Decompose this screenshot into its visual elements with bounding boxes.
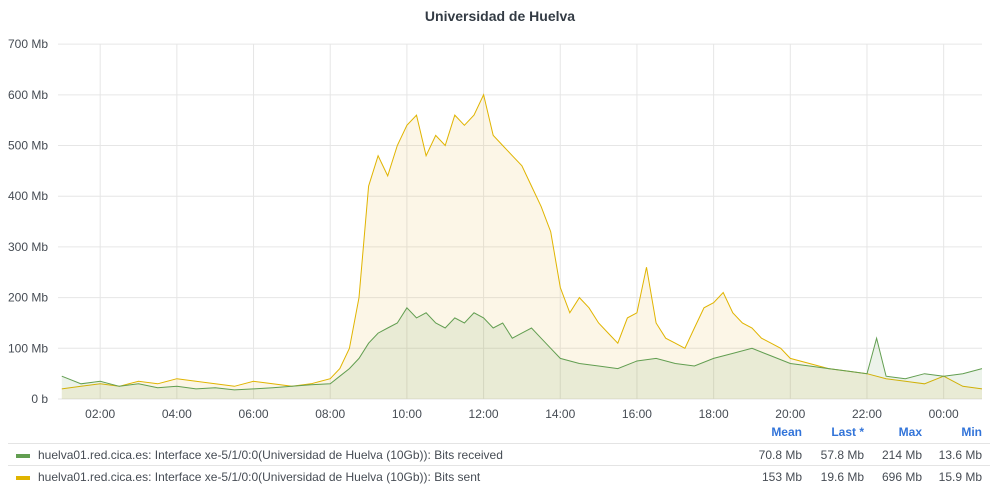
legend-swatch-received: [16, 454, 30, 458]
legend-series-name[interactable]: huelva01.red.cica.es: Interface xe-5/1/0…: [38, 470, 481, 484]
y-tick-label: 0 b: [31, 392, 48, 406]
x-tick-label: 14:00: [545, 407, 575, 420]
legend-mean-value: 70.8 Mb: [758, 448, 802, 462]
x-tick-label: 00:00: [929, 407, 959, 420]
chart-plot[interactable]: 0 b 100 Mb 200 Mb 300 Mb 400 Mb 500 Mb 600 Mb 7…: [0, 0, 1000, 420]
y-tick-label: 700 Mb: [8, 37, 48, 51]
legend-series-name[interactable]: huelva01.red.cica.es: Interface xe-5/1/0…: [38, 448, 503, 462]
legend-swatch-sent: [16, 476, 30, 480]
x-tick-label: 18:00: [699, 407, 729, 420]
legend-min-value: 13.6 Mb: [938, 448, 982, 462]
y-tick-label: 100 Mb: [8, 341, 48, 355]
legend-header-max[interactable]: Max: [898, 425, 922, 439]
series-line-0: [61, 306, 983, 391]
legend-row-received[interactable]: huelva01.red.cica.es: Interface xe-5/1/0…: [8, 443, 990, 466]
x-tick-label: 04:00: [162, 407, 192, 420]
x-tick-label: 22:00: [852, 407, 882, 420]
y-tick-label: 400 Mb: [8, 189, 48, 203]
legend-header-min[interactable]: Min: [961, 425, 982, 439]
legend-min-value: 15.9 Mb: [938, 470, 982, 484]
y-tick-label: 300 Mb: [8, 240, 48, 254]
y-tick-label: 500 Mb: [8, 139, 48, 153]
legend-max-value: 214 Mb: [881, 448, 922, 462]
y-tick-label: 600 Mb: [8, 88, 48, 102]
y-tick-label: 200 Mb: [8, 291, 48, 305]
x-tick-label: 08:00: [315, 407, 345, 420]
series-area-1: [61, 94, 983, 400]
legend-header-mean[interactable]: Mean: [771, 425, 802, 439]
legend-last-value: 19.6 Mb: [820, 470, 864, 484]
legend-max-value: 696 Mb: [881, 470, 922, 484]
legend-row-sent[interactable]: huelva01.red.cica.es: Interface xe-5/1/0…: [8, 465, 990, 488]
x-tick-label: 16:00: [622, 407, 652, 420]
x-tick-label: 02:00: [85, 407, 115, 420]
x-tick-label: 06:00: [239, 407, 269, 420]
x-tick-label: 10:00: [392, 407, 422, 420]
x-tick-label: 20:00: [775, 407, 805, 420]
legend-mean-value: 153 Mb: [761, 470, 802, 484]
legend-last-value: 57.8 Mb: [820, 448, 864, 462]
legend-header-last[interactable]: Last *: [831, 425, 864, 439]
series-area-0: [61, 307, 983, 399]
x-tick-label: 12:00: [469, 407, 499, 420]
chart-title: Universidad de Huelva: [424, 8, 576, 24]
